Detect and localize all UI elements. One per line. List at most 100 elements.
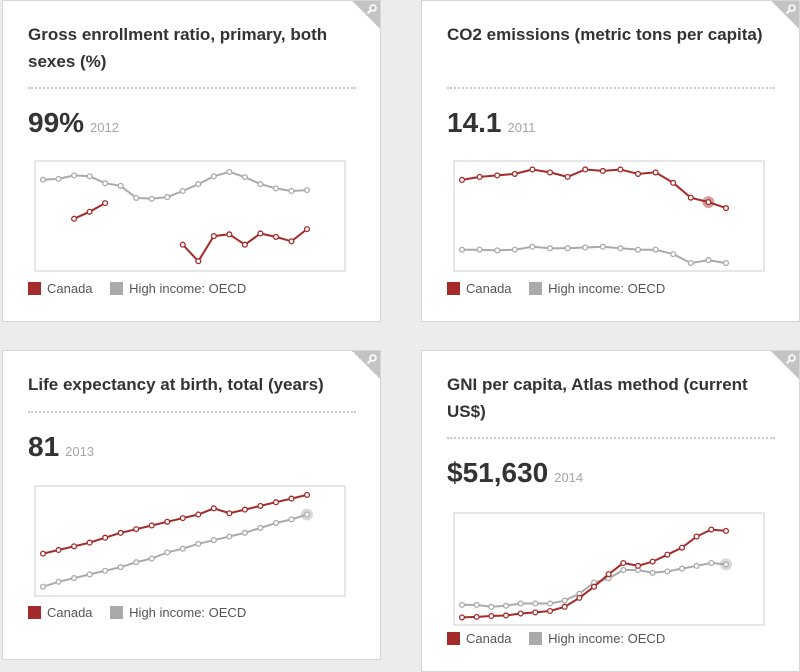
divider bbox=[447, 87, 775, 89]
data-point-oecd bbox=[599, 243, 606, 250]
legend-label-canada: Canada bbox=[47, 281, 93, 296]
zoom-corner[interactable] bbox=[771, 1, 799, 29]
data-point-canada bbox=[599, 167, 606, 174]
data-point-canada bbox=[71, 215, 78, 222]
sparkline-chart bbox=[453, 160, 765, 272]
legend-label-oecd: High income: OECD bbox=[548, 281, 666, 296]
data-point-canada bbox=[288, 238, 295, 245]
data-point-oecd bbox=[458, 246, 466, 253]
data-point-oecd bbox=[272, 519, 279, 527]
magnifier-icon bbox=[785, 354, 796, 365]
legend-swatch-canada bbox=[28, 606, 41, 619]
data-point-oecd bbox=[546, 600, 554, 607]
data-point-oecd bbox=[86, 173, 93, 180]
series-line-canada bbox=[461, 168, 727, 210]
data-point-canada bbox=[590, 583, 598, 590]
data-point-oecd bbox=[71, 575, 78, 582]
data-point-oecd bbox=[210, 537, 217, 544]
data-point-canada bbox=[576, 594, 583, 601]
data-point-oecd bbox=[226, 168, 233, 175]
data-point-oecd bbox=[86, 571, 93, 578]
data-point-oecd bbox=[617, 245, 624, 252]
data-point-oecd bbox=[133, 194, 140, 201]
data-point-oecd bbox=[117, 182, 124, 189]
data-point-canada bbox=[102, 534, 109, 541]
data-point-canada bbox=[210, 505, 217, 512]
data-point-canada bbox=[241, 506, 248, 513]
data-point-oecd bbox=[195, 540, 202, 547]
data-point-oecd bbox=[133, 559, 140, 566]
data-point-oecd bbox=[561, 597, 568, 604]
data-point-oecd bbox=[71, 172, 78, 179]
data-point-oecd bbox=[179, 545, 186, 552]
data-point-canada bbox=[494, 172, 501, 179]
indicator-value: 81 2013 bbox=[28, 431, 94, 463]
indicator-card-enrollment: Gross enrollment ratio, primary, both se… bbox=[2, 0, 381, 322]
data-point-canada bbox=[693, 533, 700, 540]
indicator-value: 14.1 2011 bbox=[447, 107, 535, 139]
indicator-card-gni: GNI per capita, Atlas method (current US… bbox=[421, 350, 800, 672]
magnifier-icon bbox=[366, 4, 377, 15]
data-point-oecd bbox=[303, 187, 311, 194]
legend-label-canada: Canada bbox=[466, 631, 512, 646]
data-point-oecd bbox=[195, 181, 202, 188]
chart-legend: Canada High income: OECD bbox=[28, 605, 260, 620]
zoom-corner[interactable] bbox=[771, 351, 799, 379]
zoom-corner[interactable] bbox=[352, 351, 380, 379]
value-text: 81 bbox=[28, 431, 60, 462]
data-point-canada bbox=[210, 233, 217, 240]
data-point-oecd bbox=[179, 187, 186, 195]
legend-swatch-oecd bbox=[529, 632, 543, 645]
sparkline-chart bbox=[34, 160, 346, 272]
legend-swatch-canada bbox=[447, 632, 460, 645]
chart-legend: Canada High income: OECD bbox=[28, 281, 260, 296]
data-point-canada bbox=[564, 173, 571, 180]
indicator-title: CO2 emissions (metric tons per capita) bbox=[447, 25, 763, 44]
data-point-canada bbox=[272, 499, 279, 506]
data-point-oecd bbox=[722, 260, 730, 267]
data-point-oecd bbox=[55, 578, 62, 585]
data-point-canada bbox=[39, 550, 47, 557]
data-point-canada bbox=[476, 173, 483, 180]
divider bbox=[447, 437, 775, 439]
data-point-canada bbox=[620, 559, 627, 567]
data-point-canada bbox=[55, 546, 62, 554]
data-point-oecd bbox=[494, 247, 501, 254]
data-point-oecd bbox=[529, 243, 536, 250]
data-point-canada bbox=[71, 543, 78, 550]
plot-frame bbox=[453, 512, 765, 626]
series-line-oecd bbox=[462, 245, 727, 265]
data-point-canada bbox=[272, 233, 279, 240]
legend-swatch-oecd bbox=[529, 282, 543, 295]
data-point-canada bbox=[133, 526, 140, 533]
data-point-canada bbox=[529, 166, 536, 173]
data-point-oecd bbox=[705, 257, 712, 264]
data-point-oecd bbox=[303, 511, 311, 518]
data-point-canada bbox=[652, 169, 659, 176]
data-point-canada bbox=[605, 571, 612, 578]
data-point-oecd bbox=[102, 567, 109, 574]
divider bbox=[28, 411, 356, 413]
data-point-canada bbox=[634, 170, 642, 177]
data-point-canada bbox=[670, 179, 677, 186]
zoom-corner[interactable] bbox=[352, 1, 380, 29]
data-point-canada bbox=[179, 515, 186, 522]
value-year: 2013 bbox=[65, 444, 95, 459]
value-text: $51,630 bbox=[447, 457, 549, 488]
data-point-canada bbox=[617, 166, 624, 173]
data-point-canada bbox=[705, 199, 712, 206]
data-point-oecd bbox=[693, 562, 700, 569]
legend-label-oecd: High income: OECD bbox=[129, 281, 247, 296]
data-point-oecd bbox=[210, 173, 217, 180]
data-point-canada bbox=[517, 610, 524, 617]
data-point-oecd bbox=[39, 583, 47, 590]
indicator-title: Gross enrollment ratio, primary, both se… bbox=[28, 25, 328, 71]
data-point-oecd bbox=[502, 602, 510, 609]
data-point-canada bbox=[303, 226, 311, 233]
plot-frame bbox=[453, 160, 765, 272]
indicator-card-life-expectancy: Life expectancy at birth, total (years) … bbox=[2, 350, 381, 660]
data-point-oecd bbox=[148, 555, 155, 562]
data-point-canada bbox=[634, 562, 642, 569]
indicator-title: Life expectancy at birth, total (years) bbox=[28, 375, 324, 394]
data-point-canada bbox=[195, 258, 202, 265]
